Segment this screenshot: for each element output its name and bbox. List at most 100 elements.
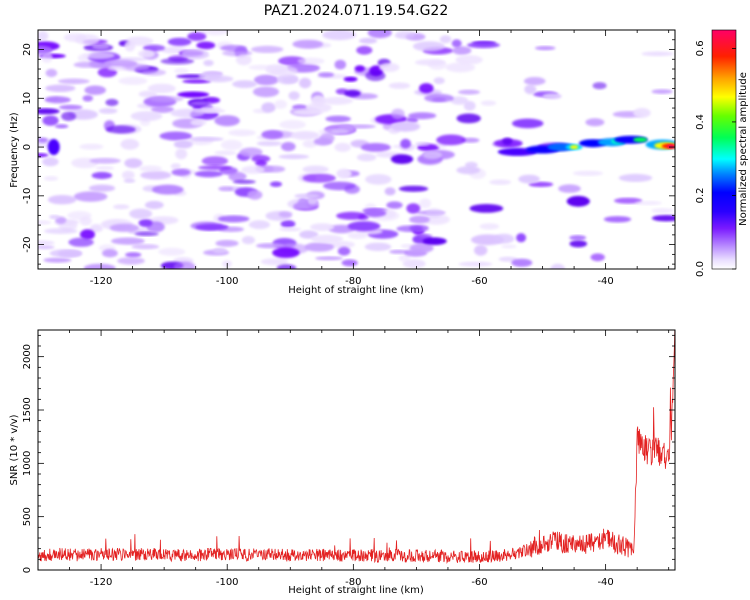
heatmap-noise-blob (125, 252, 142, 258)
heatmap-noise-blob (422, 237, 447, 245)
snr-x-tick-label: -40 (597, 577, 613, 588)
heatmap-noise-blob (501, 244, 517, 249)
heatmap-noise-blob (398, 254, 411, 262)
heatmap-noise-blob (528, 181, 554, 187)
heatmap-noise-blob (276, 264, 297, 269)
heatmap-noise-blob (38, 220, 52, 225)
heatmap-noise-blob (310, 223, 335, 232)
heatmap-noise-blob (190, 119, 207, 126)
heatmap-noise-blob (79, 216, 92, 226)
heatmap-noise-blob (111, 237, 145, 245)
heatmap-noise-blob (152, 184, 184, 195)
heatmap-noise-blob (98, 108, 118, 114)
heatmap-x-tick-label: -80 (345, 276, 361, 287)
heatmap-noise-blob (516, 233, 527, 243)
heatmap-noise-blob (189, 101, 212, 106)
colorbar-frame (711, 29, 737, 270)
heatmap-noise-blob (409, 243, 434, 253)
heatmap-noise-blob (419, 83, 434, 94)
snr-panel: -120 -100 -80 -60 -40 0 500 1000 1500 2000 Heigh… (9, 329, 676, 596)
heatmap-noise-blob (452, 46, 472, 55)
heatmap-noise-blob (83, 263, 116, 269)
heatmap-noise-blob (278, 211, 293, 218)
figure-title: PAZ1.2024.071.19.54.G22 (264, 3, 449, 19)
heatmap-noise-blob (270, 65, 298, 77)
heatmap-x-tick-label: -120 (90, 276, 113, 287)
heatmap-noise-blob (261, 102, 276, 113)
heatmap-noise-blob (190, 137, 224, 142)
heatmap-noise-blob (524, 84, 537, 95)
heatmap-noise-blob (134, 231, 159, 237)
heatmap-noise-blob (518, 174, 540, 184)
snr-frame (37, 329, 676, 571)
heatmap-noise-blob (214, 150, 237, 156)
heatmap-noise-blob (79, 143, 104, 150)
heatmap-signal-ridge (497, 135, 675, 156)
heatmap-noise-blob (274, 99, 288, 109)
heatmap-noise-blob (439, 35, 452, 44)
heatmap-noise-blob (480, 100, 497, 106)
heatmap-noise-blob (458, 261, 493, 267)
heatmap-noise-blob (337, 246, 351, 256)
heatmap-noise-blob (129, 208, 153, 219)
heatmap-noise-blob (253, 74, 279, 86)
heatmap-noise-blob (343, 76, 358, 82)
heatmap-noise-blob (474, 245, 488, 256)
heatmap-noise-blob (45, 84, 76, 93)
heatmap-noise-blob (641, 51, 674, 57)
heatmap-noise-blob (422, 214, 450, 225)
heatmap-noise-blob (318, 72, 334, 78)
heatmap-noise-blob (558, 184, 581, 193)
heatmap-noise-blob (498, 256, 518, 262)
heatmap-noise-blob (58, 104, 83, 110)
snr-background (38, 330, 675, 570)
heatmap-y-axis-label: Frequency (Hz) (9, 112, 20, 188)
heatmap-noise-blob (198, 165, 233, 171)
heatmap-y-tick-label: -10 (22, 188, 33, 204)
heatmap-y-tick-label: 0 (22, 144, 33, 150)
heatmap-noise-blob (419, 198, 432, 209)
heatmap-noise-blob (585, 118, 605, 127)
heatmap-noise-blob (282, 76, 299, 84)
heatmap-noise-blob (354, 65, 365, 72)
heatmap-noise-blob (90, 224, 103, 233)
heatmap-noise-blob (44, 228, 78, 235)
heatmap-x-tick-label: -100 (216, 276, 239, 287)
heatmap-noise-blob (311, 234, 344, 244)
heatmap-noise-blob (302, 140, 318, 148)
heatmap-noise-blob (534, 46, 556, 51)
heatmap-noise-blob (344, 184, 360, 194)
heatmap-noise-blob (590, 253, 605, 262)
heatmap-noise-blob (261, 130, 284, 140)
heatmap-noise-blob (130, 111, 163, 122)
heatmap-noise-blob (365, 174, 392, 185)
heatmap-noise-blob (329, 241, 355, 249)
heatmap-noise-blob (175, 148, 188, 160)
heatmap-noise-blob (131, 244, 160, 250)
heatmap-noise-blob (73, 191, 108, 202)
heatmap-noise-blob (463, 100, 476, 111)
heatmap-noise-blob (502, 137, 513, 145)
heatmap-noise-blob (151, 106, 174, 113)
heatmap-noise-blob (260, 258, 289, 266)
heatmap-x-tick-label: -40 (597, 276, 613, 287)
heatmap-noise-blob (204, 75, 234, 83)
heatmap-noise-blob (217, 215, 250, 223)
heatmap-noise-blob (213, 247, 227, 254)
heatmap-noise-blob (304, 242, 335, 252)
heatmap-noise-blob (418, 233, 433, 239)
snr-y-ticks: 0 500 1000 1500 2000 (22, 334, 675, 573)
snr-x-axis-label: Height of straight line (km) (288, 585, 424, 596)
heatmap-noise-blob (142, 44, 166, 52)
heatmap-noise-blob (49, 214, 60, 220)
heatmap-noise-blob (395, 30, 416, 39)
heatmap-noise-blob (384, 187, 396, 196)
heatmap-noise-blob (82, 95, 94, 102)
heatmap-noise-blob (288, 91, 300, 100)
heatmap-noise-blob (302, 173, 336, 183)
heatmap-noise-blob (379, 62, 400, 72)
heatmap-noise-blob (344, 89, 361, 97)
heatmap-noise-blob (123, 178, 136, 183)
heatmap-noise-blob (82, 51, 115, 60)
heatmap-noise-blob (386, 201, 403, 209)
